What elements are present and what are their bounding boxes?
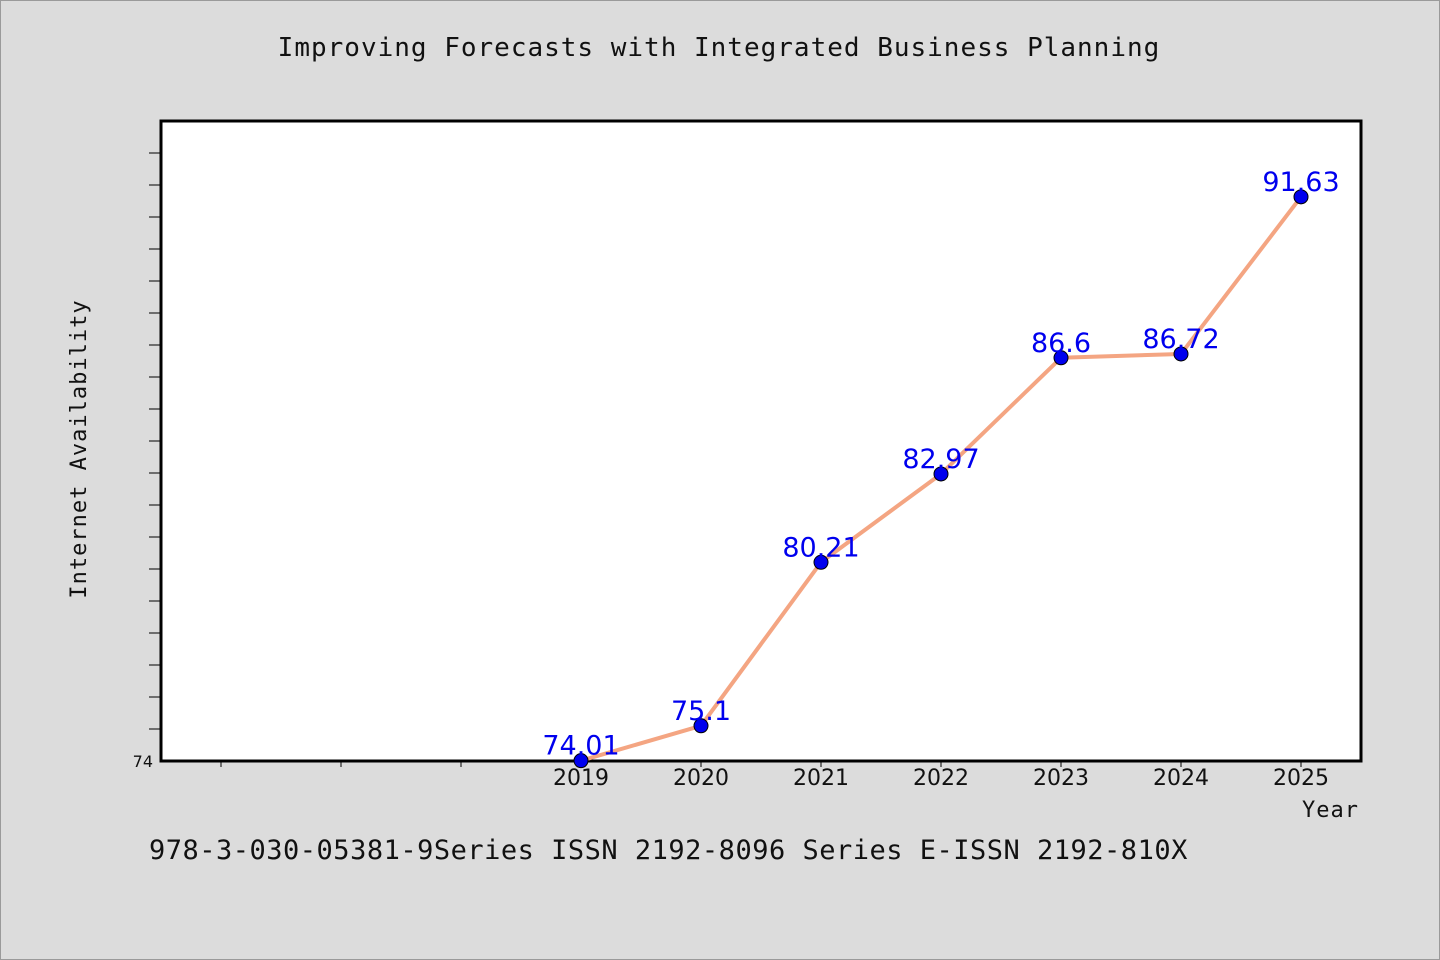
y-minor-ticks [149, 152, 161, 730]
data-label: 75.1 [671, 696, 731, 727]
data-point [813, 554, 829, 570]
data-label: 82.97 [902, 444, 979, 475]
chart-title: Improving Forecasts with Integrated Busi… [277, 33, 1161, 63]
markers [573, 189, 1309, 769]
data-point [693, 718, 709, 734]
data-labels: 74.01 75.1 80.21 82.97 86.6 86.72 91.63 [542, 167, 1339, 762]
data-label: 86.6 [1031, 328, 1091, 359]
data-point [573, 753, 589, 769]
x-tick-labels: 2019 2020 2021 2022 2023 2024 2025 [553, 766, 1329, 791]
x-tick-label: 2021 [793, 766, 849, 791]
data-point [1293, 189, 1309, 205]
data-label: 86.72 [1142, 324, 1219, 355]
data-label: 74.01 [542, 731, 619, 762]
y-tick-labels: 74 [133, 752, 153, 771]
x-tick-label: 2022 [913, 766, 969, 791]
y-tick-label: 74 [133, 752, 153, 771]
x-tick-label: 2023 [1033, 766, 1089, 791]
y-axis-label: Internet Availability [67, 299, 92, 598]
x-tick-label: 2019 [553, 766, 609, 791]
x-axis-label: Year [1302, 798, 1359, 823]
data-label: 91.63 [1262, 167, 1339, 198]
x-tick-label: 2025 [1273, 766, 1329, 791]
x-tick-label: 2020 [673, 766, 729, 791]
data-point [933, 466, 949, 482]
data-label: 80.21 [782, 532, 859, 563]
data-point [1053, 350, 1069, 366]
footer-note: 978-3-030-05381-9Series ISSN 2192-8096 S… [149, 835, 1188, 866]
plot-area [159, 119, 1363, 763]
x-tick-label: 2024 [1153, 766, 1209, 791]
data-point [1173, 346, 1189, 362]
x-minor-ticks [220, 761, 1302, 767]
